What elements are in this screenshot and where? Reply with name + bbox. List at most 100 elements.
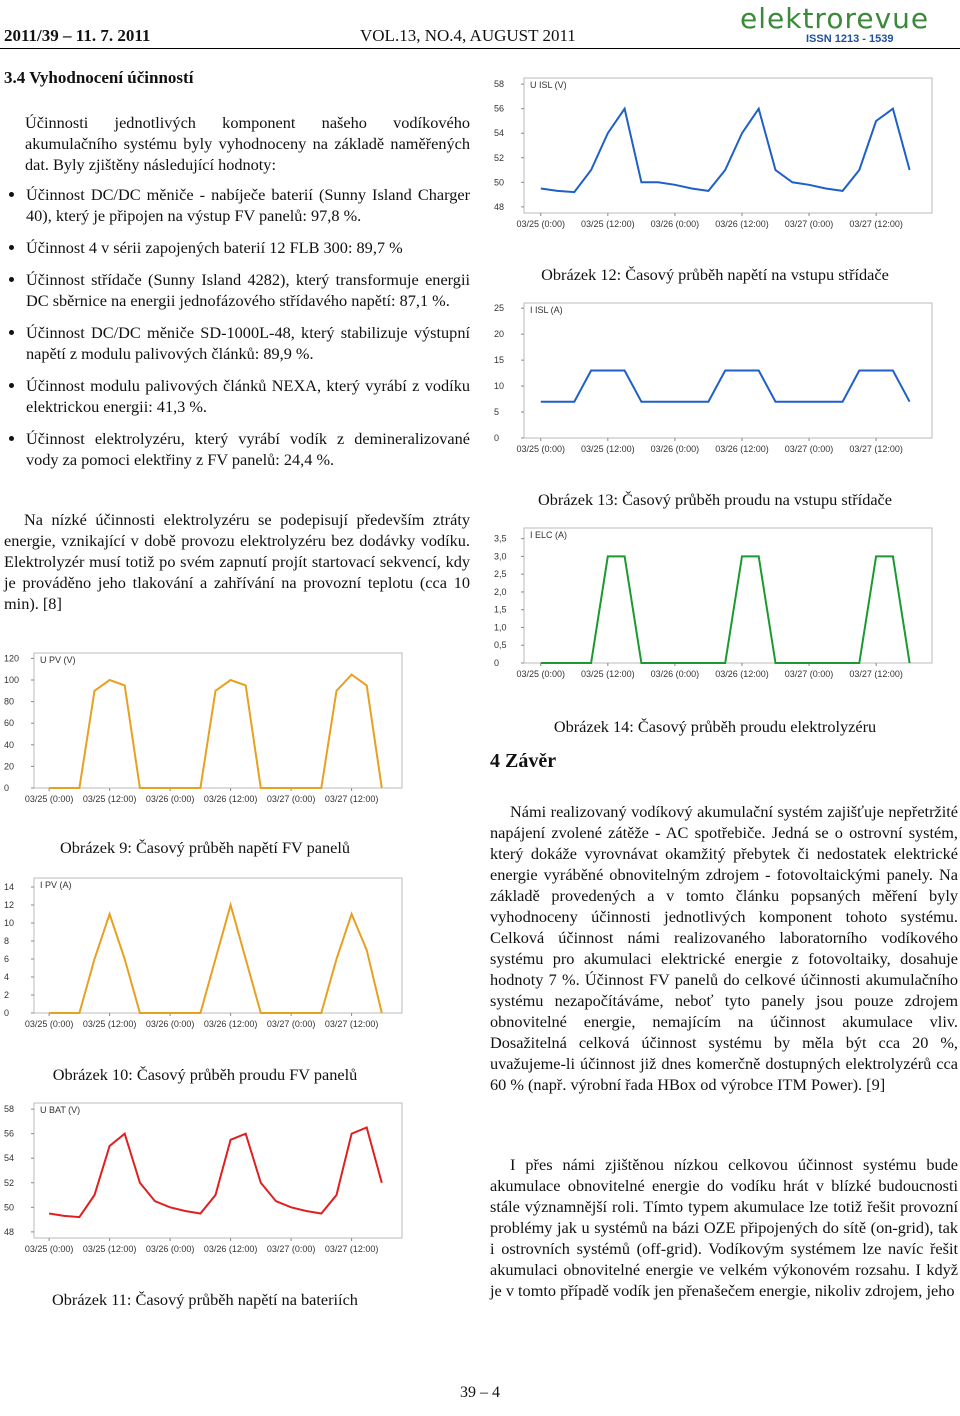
chart: 48 50 52 54 56 58 03/25 (0:00) 03/25 (12:00) 03/… [4, 1102, 403, 1254]
y-tick-label: 58 [4, 1104, 14, 1114]
y-tick-label: 15 [494, 355, 504, 365]
x-tick-label: 03/25 (12:00) [581, 669, 635, 679]
axis-label: U PV (V) [40, 655, 76, 665]
y-tick-label: 52 [4, 1178, 14, 1188]
y-tick-label: 25 [494, 303, 504, 313]
x-tick-label: 03/25 (0:00) [516, 219, 565, 229]
y-tick-label: 40 [4, 740, 14, 750]
figure-caption: Obrázek 11: Časový průběh napětí na bate… [52, 1290, 358, 1309]
y-tick-label: 50 [4, 1202, 14, 1212]
x-tick-label: 03/25 (0:00) [516, 669, 565, 679]
y-tick-label: 20 [4, 761, 14, 771]
x-tick-label: 03/25 (12:00) [83, 1244, 137, 1254]
x-tick-label: 03/27 (12:00) [849, 219, 903, 229]
y-tick-label: 10 [4, 918, 14, 928]
chart: 0 5 10 15 20 25 03/25 (0:00) 03/25 (12:00) 03/26… [494, 302, 933, 454]
x-tick-label: 03/27 (0:00) [785, 669, 834, 679]
y-tick-label: 1,0 [494, 622, 507, 632]
y-tick-label: 2 [4, 990, 9, 1000]
chart: 48 50 52 54 56 58 03/25 (0:00) 03/25 (12:00) 03/… [494, 77, 933, 229]
bullet-list: Účinnost DC/DC měniče - nabíječe baterií… [4, 184, 470, 481]
y-tick-label: 3,0 [494, 551, 507, 561]
x-tick-label: 03/26 (12:00) [715, 219, 769, 229]
x-tick-label: 03/26 (0:00) [146, 1019, 195, 1029]
y-tick-label: 0 [4, 783, 9, 793]
figure-caption: Obrázek 12: Časový průběh napětí na vstu… [541, 265, 889, 284]
y-tick-label: 48 [4, 1227, 14, 1237]
page-number: 39 – 4 [460, 1384, 500, 1401]
x-tick-label: 03/27 (12:00) [325, 1244, 379, 1254]
bullet: Účinnost 4 v sérii zapojených baterií 12… [26, 237, 470, 258]
series-line [49, 901, 383, 1014]
y-tick-label: 58 [494, 79, 504, 89]
y-tick-label: 100 [4, 675, 19, 685]
logo: elektrorevue [740, 2, 930, 35]
axis-label: U BAT (V) [40, 1105, 80, 1115]
plot-frame [33, 877, 403, 1014]
plot-frame [523, 302, 933, 439]
axis-label: U ISL (V) [530, 80, 567, 90]
x-tick-label: 03/25 (0:00) [25, 1019, 74, 1029]
x-tick-label: 03/26 (0:00) [651, 444, 700, 454]
series-line [540, 369, 911, 403]
x-tick-label: 03/27 (0:00) [785, 444, 834, 454]
x-tick-label: 03/25 (12:00) [581, 444, 635, 454]
x-tick-label: 03/27 (0:00) [267, 794, 316, 804]
x-tick-label: 03/26 (0:00) [146, 1244, 195, 1254]
y-tick-label: 120 [4, 653, 19, 663]
x-tick-label: 03/25 (12:00) [581, 219, 635, 229]
bullet: Účinnost DC/DC měniče SD-1000L-48, který… [26, 322, 470, 364]
x-tick-label: 03/26 (12:00) [204, 1019, 258, 1029]
bullet: Účinnost střídače (Sunny Island 4282), k… [26, 269, 470, 311]
x-tick-label: 03/27 (12:00) [325, 794, 379, 804]
y-tick-label: 54 [4, 1153, 14, 1163]
y-tick-label: 56 [494, 104, 504, 114]
header-left: 2011/39 – 11. 7. 2011 [4, 26, 151, 45]
series-line [49, 673, 383, 789]
y-tick-label: 20 [494, 329, 504, 339]
x-tick-label: 03/26 (0:00) [651, 219, 700, 229]
y-tick-label: 0 [4, 1008, 9, 1018]
chart: 0 0,5 1,0 1,5 2,0 2,5 3,0 3,5 03/25 (0:00) 03/25 … [494, 527, 933, 679]
conclusion-heading: 4 Závěr [490, 750, 557, 772]
section-heading: 3.4 Vyhodnocení účinností [4, 68, 194, 87]
y-tick-label: 5 [494, 407, 499, 417]
y-tick-label: 2,5 [494, 569, 507, 579]
x-tick-label: 03/27 (0:00) [267, 1019, 316, 1029]
y-tick-label: 2,0 [494, 587, 507, 597]
series-line [48, 1126, 383, 1219]
x-tick-label: 03/27 (12:00) [849, 669, 903, 679]
x-tick-label: 03/27 (12:00) [849, 444, 903, 454]
figure-caption: Obrázek 10: Časový průběh proudu FV pane… [52, 1065, 358, 1084]
y-tick-label: 4 [4, 972, 9, 982]
x-tick-label: 03/26 (12:00) [715, 669, 769, 679]
x-tick-label: 03/27 (0:00) [267, 1244, 316, 1254]
conclusion-paragraph: I přes námi zjištěnou nízkou celkovou úč… [490, 1155, 958, 1300]
series-line [540, 106, 911, 194]
plot-frame [523, 527, 933, 664]
y-tick-label: 56 [4, 1129, 14, 1139]
bullet: Účinnost elektrolyzéru, který vyrábí vod… [26, 428, 470, 470]
x-tick-label: 03/25 (12:00) [83, 794, 137, 804]
y-tick-label: 60 [4, 718, 14, 728]
axis-label: I PV (A) [40, 880, 72, 890]
y-tick-label: 0 [494, 658, 499, 668]
x-tick-label: 03/26 (0:00) [651, 669, 700, 679]
y-tick-label: 0 [494, 433, 499, 443]
conclusion-paragraph: Námi realizovaný vodíkový akumulační sys… [490, 802, 958, 1094]
paragraph: Na nízké účinnosti elektrolyzéru se pode… [4, 510, 470, 613]
y-tick-label: 80 [4, 697, 14, 707]
figure-caption: Obrázek 9: Časový průběh napětí FV panel… [60, 838, 350, 857]
y-tick-label: 10 [494, 381, 504, 391]
issn: ISSN 1213 - 1539 [806, 33, 894, 45]
plot-frame [523, 77, 933, 214]
series-line [540, 555, 911, 664]
y-tick-label: 3,5 [494, 534, 507, 544]
x-tick-label: 03/26 (12:00) [204, 794, 258, 804]
y-tick-label: 12 [4, 900, 14, 910]
y-tick-label: 14 [4, 882, 14, 892]
chart: 0 20 40 60 80 100 120 03/25 (0:00) 03/25 (12:00)… [4, 652, 403, 804]
plot-frame [33, 652, 403, 789]
x-tick-label: 03/25 (0:00) [516, 444, 565, 454]
